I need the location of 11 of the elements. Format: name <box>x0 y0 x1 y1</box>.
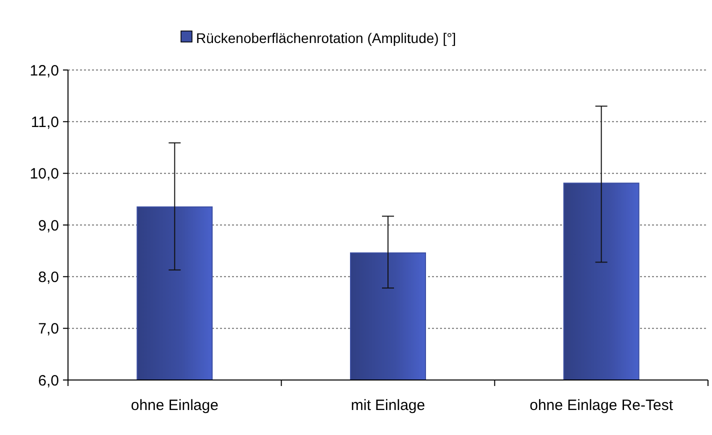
x-tick-label: ohne Einlage <box>130 397 218 414</box>
x-tick-label: mit Einlage <box>350 397 426 414</box>
y-tick-label: 7,0 <box>38 320 59 338</box>
y-tick-label: 10,0 <box>30 166 59 183</box>
y-tick-label: 12,0 <box>30 62 59 80</box>
y-tick-label: 6,0 <box>38 372 59 390</box>
y-tick-label: 11,0 <box>30 114 59 131</box>
legend-label: Rückenoberflächenrotation (Amplitude) [°] <box>196 30 456 46</box>
y-tick-label: 9,0 <box>38 217 59 234</box>
y-tick-label: 8,0 <box>38 268 59 286</box>
x-tick-label: ohne Einlage Re-Test <box>530 397 674 414</box>
